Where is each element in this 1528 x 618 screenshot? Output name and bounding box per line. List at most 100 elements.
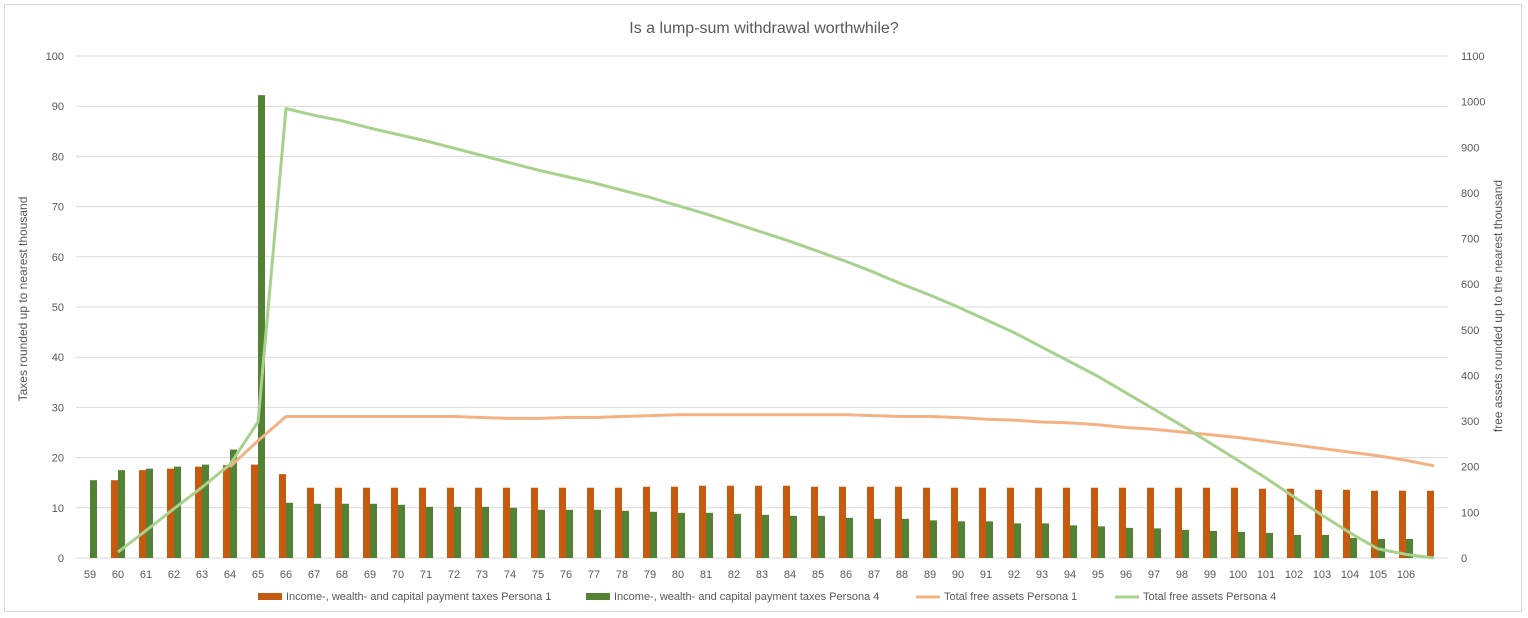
x-tick-label: 105	[1369, 569, 1387, 581]
bar-persona-4	[1238, 531, 1245, 558]
x-tick-label: 91	[980, 569, 992, 581]
bar-persona-4	[510, 507, 517, 558]
bar-persona-4	[1350, 537, 1357, 558]
bar-persona-4	[1294, 534, 1301, 558]
y-tick-label: 30	[52, 402, 64, 414]
bar-persona-1	[1399, 490, 1406, 558]
x-tick-label: 106	[1397, 569, 1415, 581]
x-tick-label: 97	[1148, 569, 1160, 581]
y2-tick-label: 300	[1461, 416, 1479, 428]
y-tick-label: 40	[52, 352, 64, 364]
y-tick-label: 90	[52, 101, 64, 113]
x-tick-label: 69	[364, 569, 376, 581]
bar-persona-1	[1035, 487, 1042, 558]
bar-persona-1	[1259, 488, 1266, 558]
bar-persona-1	[447, 487, 454, 558]
bar-persona-1	[363, 487, 370, 558]
bar-persona-4	[1406, 538, 1413, 558]
line-total-free-assets-persona-4	[117, 106, 1435, 560]
bar-persona-4	[874, 518, 881, 558]
bar-persona-1	[111, 480, 118, 558]
y-tick-label: 80	[52, 151, 64, 163]
bar-persona-4	[1266, 532, 1273, 558]
x-tick-label: 66	[280, 569, 292, 581]
x-tick-label: 71	[420, 569, 432, 581]
bar-persona-4	[818, 515, 825, 558]
bar-persona-4	[202, 464, 209, 558]
bar-persona-1	[783, 485, 790, 558]
x-tick-label: 104	[1341, 569, 1359, 581]
bar-persona-4	[370, 503, 377, 558]
x-tick-label: 65	[252, 569, 264, 581]
bar-persona-1	[531, 487, 538, 558]
x-tick-label: 103	[1313, 569, 1331, 581]
bar-persona-4	[1322, 534, 1329, 558]
bar-persona-4	[566, 509, 573, 558]
bar-persona-4	[1042, 523, 1049, 558]
x-tick-label: 62	[168, 569, 180, 581]
x-tick-label: 86	[840, 569, 852, 581]
bar-persona-1	[895, 486, 902, 558]
y-tick-label: 70	[52, 202, 64, 214]
bar-persona-4	[1098, 526, 1105, 558]
bar-persona-1	[1343, 489, 1350, 558]
x-tick-label: 98	[1176, 569, 1188, 581]
legend-label: Total free assets Persona 4	[1143, 591, 1276, 603]
y2-axis-ticks: 0 100 200 300 400 500 600 700 800 900 1000 1100	[1461, 51, 1485, 565]
bar-persona-4	[454, 506, 461, 558]
x-tick-label: 68	[336, 569, 348, 581]
bar-persona-1	[279, 474, 286, 558]
x-tick-label: 61	[140, 569, 152, 581]
x-tick-label: 79	[644, 569, 656, 581]
bar-persona-4	[174, 466, 181, 558]
x-tick-label: 85	[812, 569, 824, 581]
x-tick-label: 73	[476, 569, 488, 581]
x-tick-label: 77	[588, 569, 600, 581]
x-tick-label: 75	[532, 569, 544, 581]
legend-label: Income-, wealth- and capital payment tax…	[614, 591, 879, 603]
bar-persona-4	[146, 468, 153, 558]
bar-persona-4	[650, 511, 657, 558]
y-tick-label: 10	[52, 503, 64, 515]
x-tick-label: 88	[896, 569, 908, 581]
bar-persona-1	[195, 466, 202, 558]
bar-persona-1	[1091, 487, 1098, 558]
bar-persona-4	[790, 515, 797, 558]
bar-persona-1	[1063, 487, 1070, 558]
bar-persona-1	[1203, 487, 1210, 558]
x-tick-label: 96	[1120, 569, 1132, 581]
y2-tick-label: 200	[1461, 462, 1479, 474]
y-axis-ticks: 0 10 20 30 40 50 60 70 80 90 100	[46, 51, 64, 565]
x-tick-label: 78	[616, 569, 628, 581]
bar-persona-4	[314, 503, 321, 558]
x-tick-label: 74	[504, 569, 516, 581]
bar-persona-4	[1154, 528, 1161, 558]
bar-persona-4	[678, 512, 685, 558]
bar-persona-4	[342, 503, 349, 558]
bar-persona-1	[1315, 489, 1322, 558]
y2-tick-label: 100	[1461, 507, 1479, 519]
y2-tick-label: 800	[1461, 188, 1479, 200]
y2-tick-label: 1000	[1461, 97, 1485, 109]
bar-persona-1	[979, 487, 986, 558]
x-tick-label: 94	[1064, 569, 1076, 581]
bar-persona-4	[538, 509, 545, 558]
x-tick-label: 64	[224, 569, 236, 581]
bar-persona-1	[559, 487, 566, 558]
bar-persona-4	[286, 502, 293, 558]
bar-persona-4	[426, 506, 433, 558]
bar-persona-1	[587, 487, 594, 558]
x-tick-label: 60	[112, 569, 124, 581]
bar-persona-1	[755, 485, 762, 558]
x-tick-label: 101	[1257, 569, 1275, 581]
x-tick-label: 82	[728, 569, 740, 581]
x-tick-label: 81	[700, 569, 712, 581]
x-tick-label: 67	[308, 569, 320, 581]
bar-persona-4	[958, 521, 965, 558]
bar-persona-1	[1119, 487, 1126, 558]
bar-persona-1	[1175, 487, 1182, 558]
bar-persona-4	[902, 518, 909, 558]
x-tick-label: 76	[560, 569, 572, 581]
bar-persona-1	[419, 487, 426, 558]
bar-persona-1	[139, 470, 146, 558]
